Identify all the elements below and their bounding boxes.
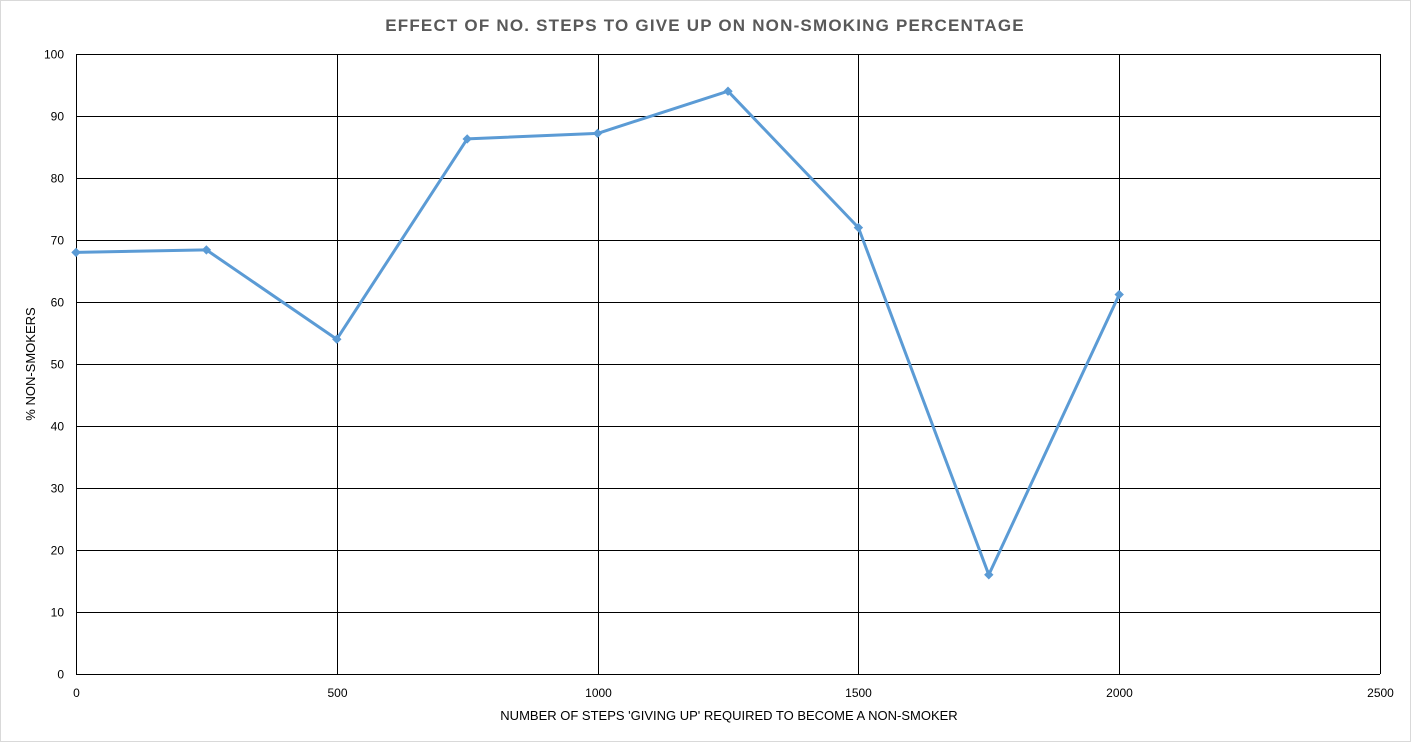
x-tick-label: 2000 — [1106, 686, 1133, 700]
y-tick-label: 100 — [44, 48, 64, 62]
data-point — [592, 128, 603, 139]
data-point — [332, 334, 342, 344]
data-point — [723, 86, 733, 96]
y-axis-title: % NON-SMOKERS — [23, 307, 38, 421]
y-tick-label: 80 — [51, 172, 65, 186]
data-point — [853, 222, 864, 233]
y-tick-label: 90 — [51, 110, 65, 124]
x-tick-label: 1500 — [845, 686, 872, 700]
x-tick-label: 0 — [73, 686, 80, 700]
y-tick-label: 30 — [51, 482, 65, 496]
data-point — [71, 247, 81, 258]
y-tick-label: 70 — [51, 234, 65, 248]
x-tick-label: 2500 — [1367, 686, 1394, 700]
y-tick-label: 0 — [57, 668, 64, 682]
series-layer — [71, 86, 1124, 580]
x-axis-title: NUMBER OF STEPS 'GIVING UP' REQUIRED TO … — [500, 708, 957, 723]
y-tick-label: 10 — [51, 606, 65, 620]
x-tick-label: 1000 — [585, 686, 612, 700]
chart-title: EFFECT OF NO. STEPS TO GIVE UP ON NON-SM… — [385, 16, 1025, 35]
data-point — [462, 134, 472, 144]
y-tick-label: 20 — [51, 544, 65, 558]
y-tick-label: 50 — [51, 358, 65, 372]
y-tick-label: 40 — [51, 420, 65, 434]
data-point — [201, 245, 212, 255]
data-point — [984, 570, 994, 580]
x-tick-label: 500 — [327, 686, 347, 700]
series-line-0 — [74, 89, 1121, 577]
grid — [76, 54, 1381, 675]
y-tick-label: 60 — [51, 296, 65, 310]
data-point — [1114, 289, 1124, 300]
